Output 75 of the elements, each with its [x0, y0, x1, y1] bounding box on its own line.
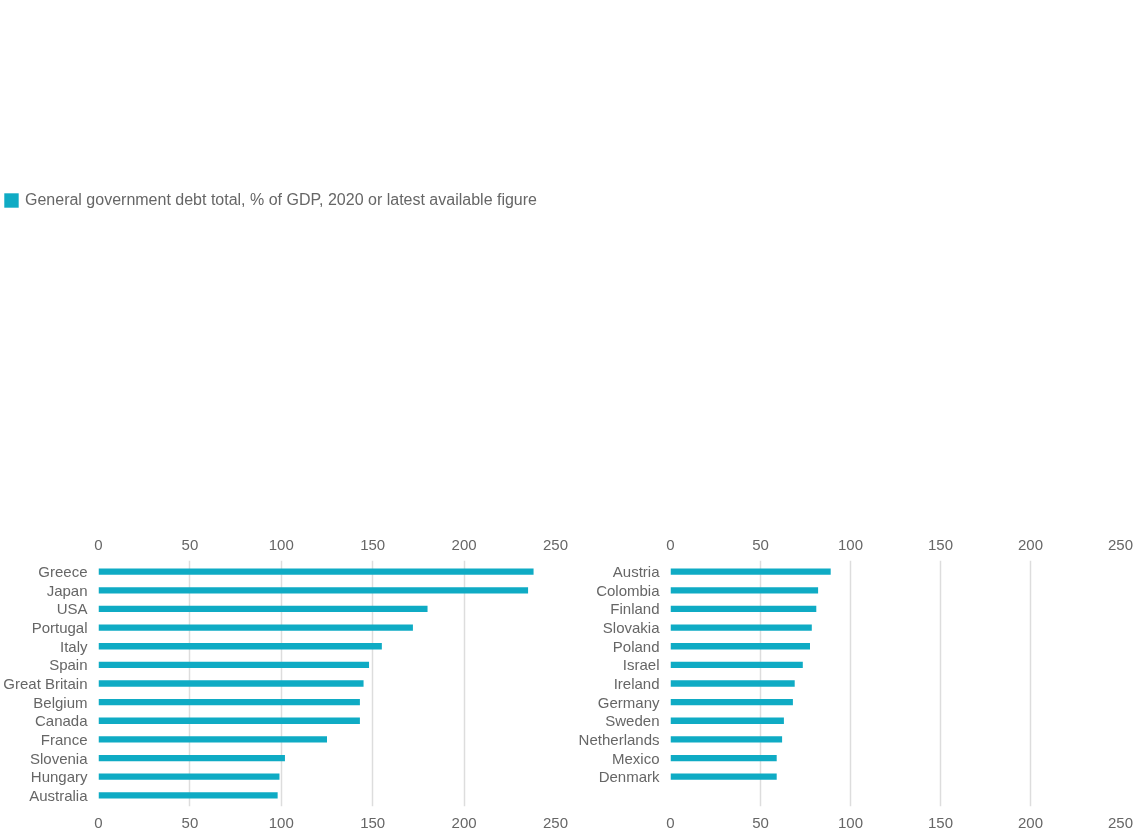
x-tick-label: 150: [927, 813, 954, 831]
x2-tick-label: 100: [837, 535, 864, 553]
x-tick-label: 200: [451, 813, 477, 831]
x-tick-label: 200: [1017, 813, 1044, 831]
x-tick-label: 0: [94, 813, 103, 831]
x-tick-label: 250: [1107, 813, 1134, 831]
bar: [670, 773, 777, 780]
x-tick-label: 100: [837, 813, 864, 831]
y-tick-label: Australia: [29, 786, 89, 804]
y-tick-label: Japan: [46, 581, 88, 599]
y-tick-label: Belgium: [33, 693, 88, 711]
y-tick-label: Greece: [38, 563, 88, 581]
bar: [98, 717, 360, 724]
y-tick-label: Colombia: [596, 581, 661, 599]
x-tick-label: 50: [752, 813, 769, 831]
x2-tick-label: 100: [268, 535, 294, 553]
bar: [670, 624, 812, 631]
y-tick-label: USA: [56, 600, 88, 618]
y-tick-label: Germany: [597, 693, 660, 711]
x2-tick-label: 150: [360, 535, 386, 553]
y-tick-label: Israel: [622, 656, 660, 674]
y-tick-label: Slovakia: [602, 619, 661, 637]
y-tick-label: Spain: [49, 656, 88, 674]
y-tick-label: Austria: [612, 563, 661, 581]
x2-tick-label: 50: [752, 535, 769, 553]
bar: [670, 754, 777, 762]
y-tick-label: Denmark: [598, 768, 660, 786]
y-tick-label: Mexico: [611, 749, 660, 767]
y-tick-label: Sweden: [605, 712, 660, 730]
bar: [98, 773, 280, 780]
y-tick-label: Ireland: [613, 675, 660, 692]
bar: [670, 587, 819, 594]
y-tick-label: Hungary: [30, 768, 88, 786]
bar: [98, 661, 370, 669]
bar: [670, 717, 784, 724]
bar: [98, 698, 360, 706]
x2-tick-label: 200: [451, 535, 477, 553]
y-tick-label: Great Britain: [3, 675, 88, 692]
bar: [670, 605, 817, 613]
bar: [98, 624, 413, 631]
bar: [670, 661, 803, 669]
bar: [670, 568, 831, 575]
x2-tick-label: 250: [1107, 535, 1134, 553]
x-tick-label: 50: [181, 813, 199, 831]
y-tick-label: Portugal: [31, 619, 88, 637]
bar: [98, 605, 428, 613]
bar: [670, 736, 783, 743]
bar: [670, 698, 793, 706]
y-tick-label: Italy: [59, 637, 88, 655]
x2-tick-label: 150: [927, 535, 954, 553]
legend-label: General government debt total, % of GDP, 2020 or latest available figure: [24, 190, 537, 209]
x2-tick-label: 0: [94, 535, 103, 553]
y-tick-label: Canada: [34, 712, 89, 730]
x-tick-label: 250: [542, 813, 569, 831]
bar: [98, 754, 285, 762]
bar: [98, 680, 364, 687]
y-tick-label: Poland: [612, 637, 660, 655]
x-tick-label: 0: [666, 813, 675, 831]
x-tick-label: 150: [360, 813, 386, 831]
bar: [98, 587, 529, 594]
bar: [98, 568, 534, 575]
y-tick-label: Slovenia: [29, 749, 89, 767]
y-tick-label: Netherlands: [578, 730, 660, 748]
x-tick-label: 100: [268, 813, 294, 831]
bar: [98, 643, 382, 650]
bar: [98, 736, 327, 743]
x2-tick-label: 200: [1017, 535, 1044, 553]
x2-tick-label: 0: [666, 535, 675, 553]
x2-tick-label: 250: [542, 535, 569, 553]
bar: [98, 792, 278, 799]
bar: [670, 643, 810, 650]
y-tick-label: Finland: [610, 600, 660, 618]
bar: [670, 680, 795, 687]
y-tick-label: France: [40, 730, 88, 748]
x2-tick-label: 50: [181, 535, 199, 553]
